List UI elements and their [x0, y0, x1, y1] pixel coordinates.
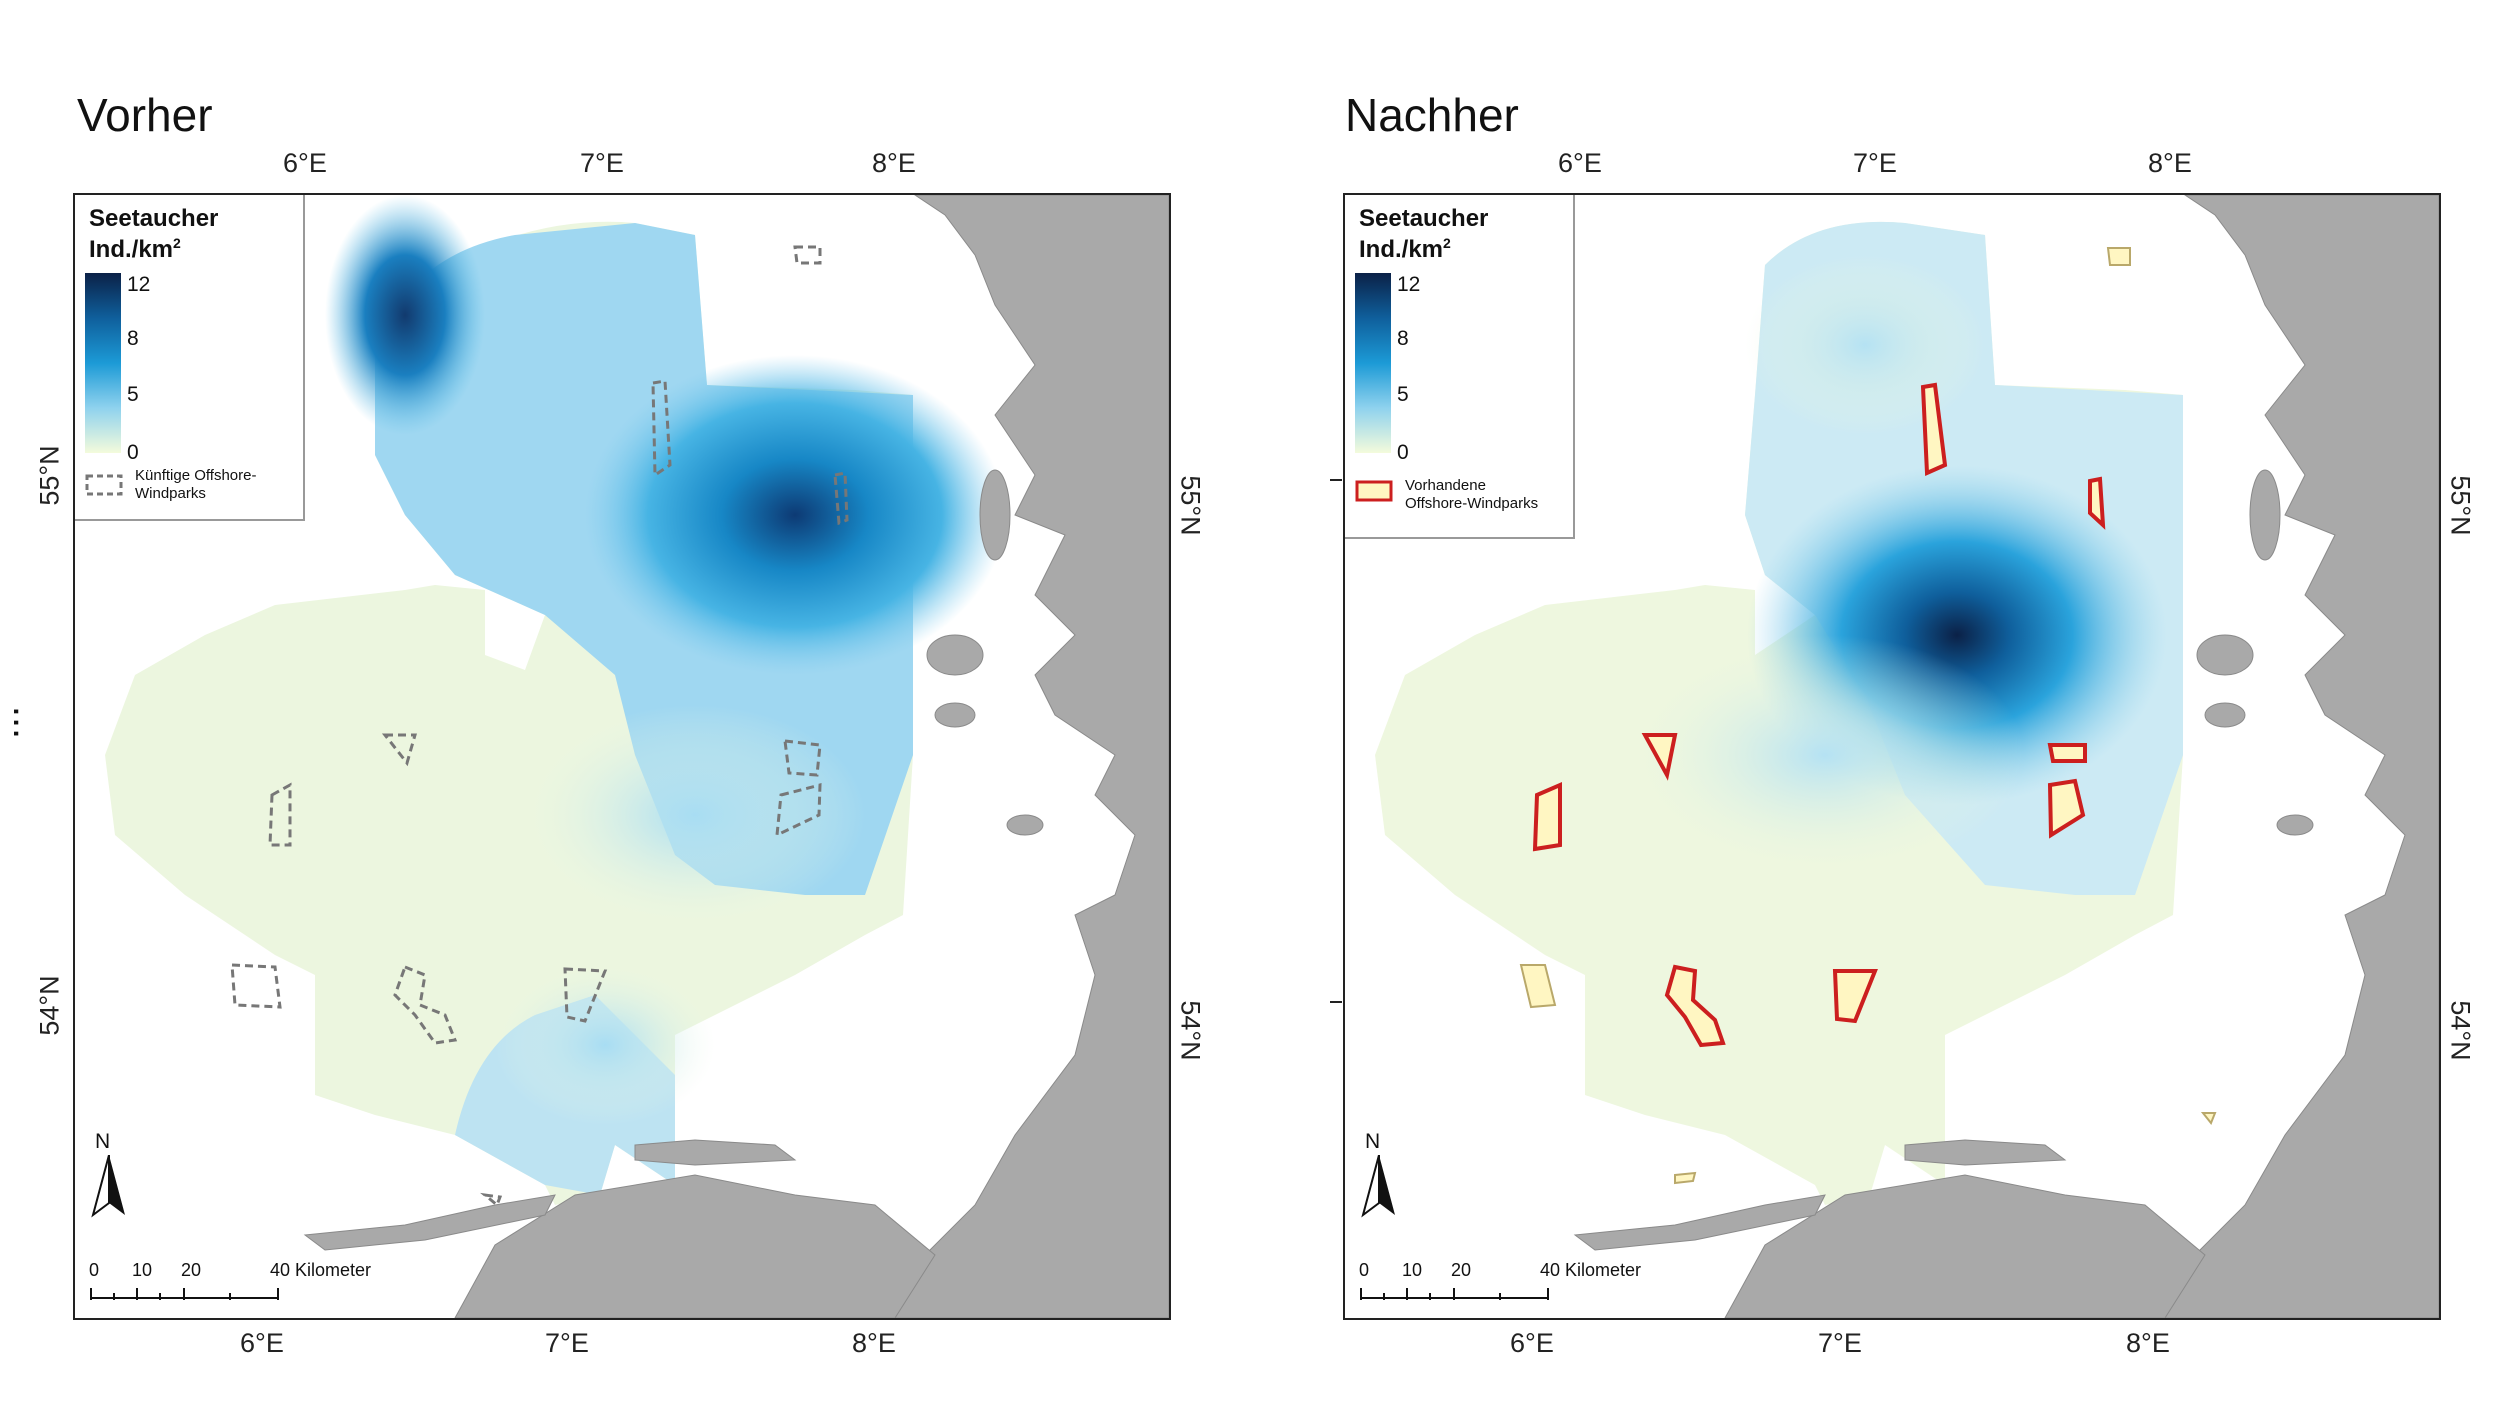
north-arrow-icon: [1361, 1155, 1395, 1218]
future-windparks-left: [230, 245, 849, 1208]
left-tick-marks-right: [1330, 479, 1342, 1003]
scale-ticks-left: [90, 1288, 279, 1300]
density-map-right: [1375, 195, 2439, 1318]
bottom-tick-7e-right: 7°E: [1818, 1328, 1862, 1358]
right-tick-54n-left: 54°N: [1175, 1000, 1206, 1061]
windpark-legend-label-right: Vorhandene Offshore-Windparks: [1405, 477, 1539, 512]
ramp-label-5-right: 5: [1397, 383, 1409, 406]
bottom-tick-6e-right: 6°E: [1510, 1328, 1554, 1358]
bottom-tick-7e-left: 7°E: [545, 1328, 589, 1358]
bottom-tick-6e-left: 6°E: [240, 1328, 284, 1358]
right-tick-55n-right: 55°N: [2445, 475, 2476, 536]
legend-unit-right: Ind./km2: [1359, 235, 1451, 263]
top-tick-8e-left: 8°E: [872, 148, 916, 178]
scale-bar-left: 0 10 20 40 Kilometer: [85, 1260, 385, 1310]
top-tick-7e-right: 7°E: [1853, 148, 1897, 178]
top-tick-6e-right: 6°E: [1558, 148, 1602, 178]
ellipsis-marker: ...: [5, 705, 50, 740]
right-tick-55n-left: 55°N: [1175, 475, 1206, 536]
scale-bar-right: 0 10 20 40 Kilometer: [1355, 1260, 1655, 1310]
windpark-swatch-existing: [1355, 480, 1393, 502]
ramp-label-8-left: 8: [127, 327, 139, 350]
legend-title-right: Seetaucher: [1359, 205, 1489, 232]
panel-title-right: Nachher: [1345, 89, 1519, 141]
legend-title-left: Seetaucher: [89, 205, 219, 232]
north-arrow-right: N: [1355, 1130, 1415, 1225]
land-left: [303, 195, 1169, 1318]
legend-left: Seetaucher Ind./km2 12 8 5 0 Künftige Of…: [75, 195, 305, 521]
color-ramp-right: [1355, 273, 1391, 453]
legend-unit-left: Ind./km2: [89, 235, 181, 263]
left-tick-55n-left: 55°N: [34, 445, 65, 506]
bottom-tick-8e-left: 8°E: [852, 1328, 896, 1358]
survey-coverage-left: [105, 195, 1005, 1205]
survey-coverage-right: [1375, 221, 2183, 1205]
top-tick-6e-left: 6°E: [283, 148, 327, 178]
panel-title-left: Vorher: [77, 89, 213, 141]
ramp-label-5-left: 5: [127, 383, 139, 406]
right-tick-54n-right: 54°N: [2445, 1000, 2476, 1061]
legend-right: Seetaucher Ind./km2 12 8 5 0 Vorhandene …: [1345, 195, 1575, 539]
existing-windparks-right: [1519, 247, 2217, 1185]
density-map-left: [105, 195, 1169, 1318]
ramp-label-12-right: 12: [1397, 273, 1421, 296]
ramp-label-12-left: 12: [127, 273, 151, 296]
windpark-swatch-future: [85, 474, 123, 496]
land-right: [1573, 195, 2439, 1318]
bottom-tick-8e-right: 8°E: [2126, 1328, 2170, 1358]
color-ramp-left: [85, 273, 121, 453]
ramp-label-8-right: 8: [1397, 327, 1409, 350]
scale-ticks-right: [1360, 1288, 1549, 1300]
map-frame-left: Seetaucher Ind./km2 12 8 5 0 Künftige Of…: [73, 193, 1171, 1320]
top-tick-8e-right: 8°E: [2148, 148, 2192, 178]
map-frame-right: Seetaucher Ind./km2 12 8 5 0 Vorhandene …: [1343, 193, 2441, 1320]
ramp-label-0-right: 0: [1397, 441, 1409, 464]
ramp-label-0-left: 0: [127, 441, 139, 464]
north-arrow-left: N: [85, 1130, 145, 1225]
left-tick-54n-left: 54°N: [34, 975, 65, 1036]
top-tick-7e-left: 7°E: [580, 148, 624, 178]
windpark-legend-label-left: Künftige Offshore- Windparks: [135, 467, 257, 502]
north-arrow-icon: [91, 1155, 125, 1218]
